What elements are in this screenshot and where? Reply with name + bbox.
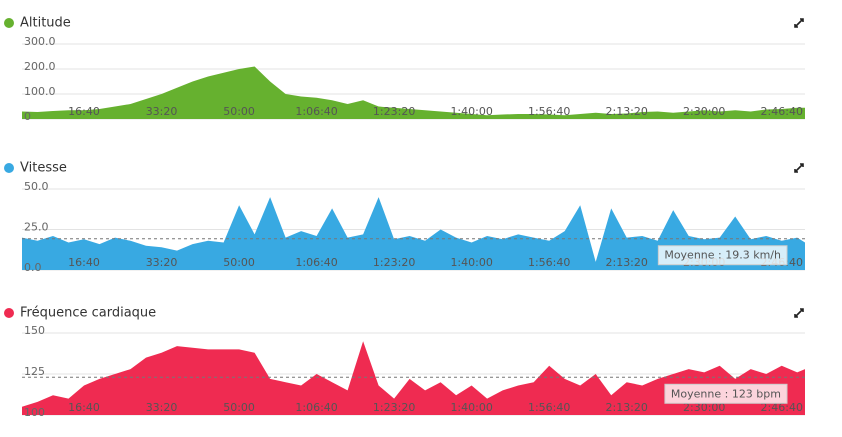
x-tick-label: 1:23:20 — [373, 401, 415, 414]
x-tick-label: 33:20 — [146, 401, 178, 414]
expand-icon[interactable] — [794, 163, 804, 173]
x-tick-label: 50:00 — [223, 256, 255, 269]
x-tick-label: 2:30:00 — [683, 105, 725, 118]
chart-title: Altitude — [20, 16, 71, 31]
x-tick-label: 1:40:00 — [450, 401, 492, 414]
area — [22, 197, 805, 270]
x-tick-label: 1:40:00 — [450, 256, 492, 269]
x-tick-label: 1:06:40 — [295, 401, 337, 414]
expand-icon[interactable] — [794, 308, 804, 318]
x-tick-label: 1:23:20 — [373, 105, 415, 118]
x-tick-label: 2:46:40 — [761, 401, 803, 414]
x-tick-label: 1:06:40 — [295, 256, 337, 269]
x-tick-label: 2:46:40 — [761, 105, 803, 118]
x-tick-label: 1:56:40 — [528, 401, 570, 414]
x-tick-label: 1:06:40 — [295, 105, 337, 118]
legend-dot — [4, 18, 14, 28]
legend-dot — [4, 308, 14, 318]
y-tick-label: 150 — [24, 324, 45, 337]
average-label: Moyenne : 19.3 km/h — [657, 245, 788, 266]
area — [22, 66, 805, 119]
y-tick-label: 0 — [24, 110, 31, 123]
x-tick-label: 50:00 — [223, 401, 255, 414]
x-tick-label: 1:40:00 — [450, 105, 492, 118]
y-tick-label: 100.0 — [24, 85, 56, 98]
y-tick-label: 300.0 — [24, 35, 56, 48]
average-box — [664, 383, 788, 404]
average-box — [657, 245, 788, 266]
y-tick-label: 200.0 — [24, 60, 56, 73]
average-text: Moyenne : 123 bpm — [671, 387, 781, 400]
x-tick-label: 50:00 — [223, 105, 255, 118]
x-tick-label: 1:23:20 — [373, 256, 415, 269]
y-tick-label: 100 — [24, 406, 45, 419]
x-tick-label: 16:40 — [68, 401, 100, 414]
x-tick-label: 2:13:20 — [605, 256, 647, 269]
x-tick-label: 2:13:20 — [605, 401, 647, 414]
y-tick-label: 0.0 — [24, 261, 42, 274]
legend-dot — [4, 163, 14, 173]
average-label: Moyenne : 123 bpm — [664, 383, 788, 404]
chart-title: Vitesse — [20, 161, 67, 176]
x-tick-label: 2:13:20 — [605, 105, 647, 118]
y-tick-label: 125 — [24, 365, 45, 378]
y-tick-label: 50.0 — [24, 180, 49, 193]
x-tick-label: 33:20 — [146, 105, 178, 118]
chart-title: Fréquence cardiaque — [20, 306, 156, 321]
expand-icon[interactable] — [794, 18, 804, 28]
y-tick-label: 25.0 — [24, 221, 49, 234]
average-text: Moyenne : 19.3 km/h — [664, 249, 781, 262]
x-tick-label: 16:40 — [68, 105, 100, 118]
area — [22, 341, 805, 415]
x-tick-label: 33:20 — [146, 256, 178, 269]
x-tick-label: 2:30:00 — [683, 401, 725, 414]
x-tick-label: 1:56:40 — [528, 256, 570, 269]
x-tick-label: 1:56:40 — [528, 105, 570, 118]
x-tick-label: 16:40 — [68, 256, 100, 269]
